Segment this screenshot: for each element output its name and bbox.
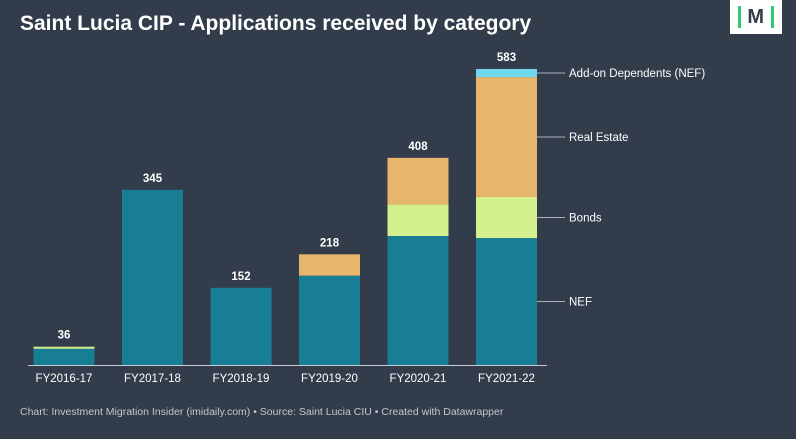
legend-label: Add-on Dependents (NEF)	[569, 68, 705, 80]
legend-label: Bonds	[569, 213, 602, 225]
bar-segment-nef	[387, 236, 449, 365]
bar-segment-nef	[476, 238, 537, 365]
bar-segment-bonds	[387, 204, 449, 237]
x-tick-label: FY2021-22	[478, 373, 535, 385]
bar-segment-nef	[210, 287, 272, 365]
chart-title: Saint Lucia CIP - Applications received …	[20, 12, 532, 35]
bar-segment-nef	[122, 189, 183, 365]
bar-segment-add-on-dependents-nef	[476, 69, 537, 78]
logo-bar-right	[771, 6, 774, 28]
bar-segment-bonds	[33, 346, 95, 349]
x-tick-label: FY2020-21	[390, 373, 447, 385]
bar-total-label: 36	[58, 330, 71, 342]
bar-segment-nef	[33, 348, 95, 365]
bar-segment-bonds	[476, 196, 537, 239]
bar-segment-nef	[299, 275, 360, 365]
imi-logo: M	[730, 0, 782, 34]
logo-bar-left	[738, 6, 742, 28]
x-tick-label: FY2016-17	[36, 373, 93, 385]
bar-total-label: 218	[320, 237, 340, 249]
bar-total-label: 583	[497, 52, 516, 64]
legend-label: Real Estate	[569, 132, 628, 144]
bar-segment-real-estate	[476, 77, 537, 197]
x-tick-label: FY2018-19	[213, 373, 270, 385]
legend-label: NEF	[569, 297, 592, 309]
bar-segment-real-estate	[299, 254, 360, 276]
stacked-bar-chart: 36 FY2016-17 345 FY2017-18 152 FY2018-19 218 FY…	[28, 52, 705, 385]
bar-total-label: 152	[231, 271, 250, 283]
bar-total-label: 408	[408, 141, 428, 153]
logo-letter: M	[747, 5, 765, 28]
x-tick-label: FY2019-20	[301, 373, 358, 385]
bar-total-label: 345	[143, 173, 163, 185]
x-tick-label: FY2017-18	[124, 373, 181, 385]
bar-segment-real-estate	[387, 157, 449, 205]
chart-footer: Chart: Investment Migration Insider (imi…	[20, 406, 504, 418]
